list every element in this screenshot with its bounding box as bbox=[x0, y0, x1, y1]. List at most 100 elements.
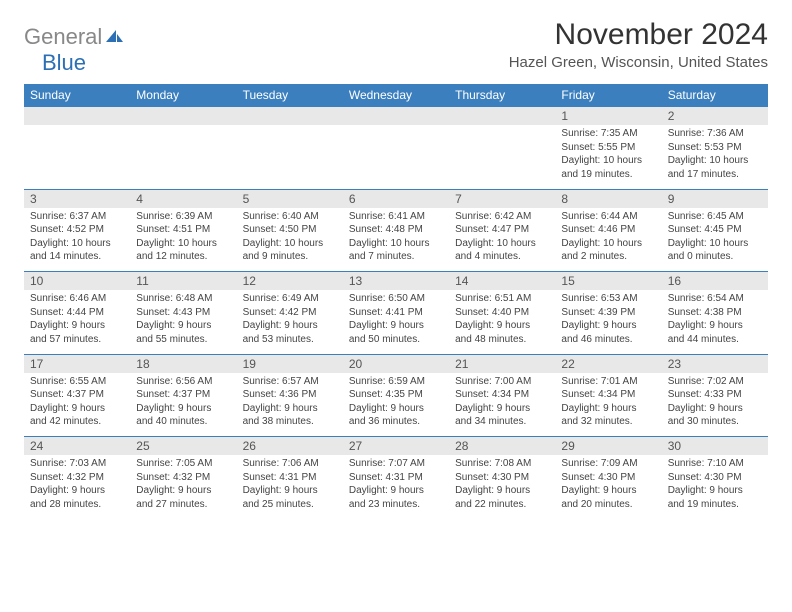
day-info-line: and 20 minutes. bbox=[561, 498, 655, 512]
day-header-row: Sunday Monday Tuesday Wednesday Thursday… bbox=[24, 84, 768, 107]
day-info-line: and 38 minutes. bbox=[243, 415, 337, 429]
day-info-line: Daylight: 10 hours bbox=[136, 237, 230, 251]
day-info-line: Sunset: 4:36 PM bbox=[243, 388, 337, 402]
day-info-line: Sunset: 4:50 PM bbox=[243, 223, 337, 237]
day-content-row: Sunrise: 7:03 AMSunset: 4:32 PMDaylight:… bbox=[24, 455, 768, 519]
day-content-cell bbox=[449, 125, 555, 189]
day-info-line: Daylight: 10 hours bbox=[668, 154, 762, 168]
day-number-cell: 24 bbox=[24, 437, 130, 456]
day-info-line: Daylight: 10 hours bbox=[668, 237, 762, 251]
day-number-cell: 20 bbox=[343, 354, 449, 373]
day-info-line: Sunset: 5:53 PM bbox=[668, 141, 762, 155]
day-info-line: and 0 minutes. bbox=[668, 250, 762, 264]
day-info-line: Sunset: 4:37 PM bbox=[136, 388, 230, 402]
day-number-cell: 4 bbox=[130, 189, 236, 208]
day-info-line: Sunset: 4:46 PM bbox=[561, 223, 655, 237]
day-info-line: Sunset: 4:30 PM bbox=[561, 471, 655, 485]
day-info-line: Sunset: 4:31 PM bbox=[243, 471, 337, 485]
day-info-line: and 28 minutes. bbox=[30, 498, 124, 512]
header: General Blue November 2024 Hazel Green, … bbox=[24, 18, 768, 76]
day-info-line: Sunrise: 7:10 AM bbox=[668, 457, 762, 471]
day-content-cell: Sunrise: 6:45 AMSunset: 4:45 PMDaylight:… bbox=[662, 208, 768, 272]
day-info-line: Daylight: 9 hours bbox=[30, 484, 124, 498]
day-number-cell: 16 bbox=[662, 272, 768, 291]
day-info-line: and 9 minutes. bbox=[243, 250, 337, 264]
day-info-line: Daylight: 9 hours bbox=[30, 319, 124, 333]
calendar-table: Sunday Monday Tuesday Wednesday Thursday… bbox=[24, 84, 768, 519]
logo-text: General Blue bbox=[24, 24, 124, 76]
day-info-line: Daylight: 9 hours bbox=[349, 319, 443, 333]
day-header: Saturday bbox=[662, 84, 768, 107]
day-info-line: Sunset: 4:52 PM bbox=[30, 223, 124, 237]
day-number-cell: 18 bbox=[130, 354, 236, 373]
day-info-line: Sunrise: 6:54 AM bbox=[668, 292, 762, 306]
day-content-cell: Sunrise: 6:42 AMSunset: 4:47 PMDaylight:… bbox=[449, 208, 555, 272]
day-content-cell: Sunrise: 7:10 AMSunset: 4:30 PMDaylight:… bbox=[662, 455, 768, 519]
day-content-cell: Sunrise: 7:08 AMSunset: 4:30 PMDaylight:… bbox=[449, 455, 555, 519]
day-info-line: Daylight: 9 hours bbox=[561, 402, 655, 416]
day-info-line: Daylight: 9 hours bbox=[668, 402, 762, 416]
day-info-line: and 25 minutes. bbox=[243, 498, 337, 512]
day-header: Wednesday bbox=[343, 84, 449, 107]
day-number-cell: 13 bbox=[343, 272, 449, 291]
day-info-line: Sunrise: 6:59 AM bbox=[349, 375, 443, 389]
day-number-cell: 8 bbox=[555, 189, 661, 208]
day-content-cell bbox=[130, 125, 236, 189]
day-info-line: Daylight: 9 hours bbox=[136, 319, 230, 333]
day-header: Friday bbox=[555, 84, 661, 107]
day-content-cell: Sunrise: 6:55 AMSunset: 4:37 PMDaylight:… bbox=[24, 373, 130, 437]
day-content-cell: Sunrise: 6:50 AMSunset: 4:41 PMDaylight:… bbox=[343, 290, 449, 354]
day-info-line: and 17 minutes. bbox=[668, 168, 762, 182]
day-content-row: Sunrise: 6:37 AMSunset: 4:52 PMDaylight:… bbox=[24, 208, 768, 272]
day-info-line: Sunrise: 6:57 AM bbox=[243, 375, 337, 389]
day-content-cell: Sunrise: 7:05 AMSunset: 4:32 PMDaylight:… bbox=[130, 455, 236, 519]
day-number-row: 24252627282930 bbox=[24, 437, 768, 456]
day-info-line: and 12 minutes. bbox=[136, 250, 230, 264]
day-number-cell: 10 bbox=[24, 272, 130, 291]
day-header: Sunday bbox=[24, 84, 130, 107]
day-content-cell: Sunrise: 6:59 AMSunset: 4:35 PMDaylight:… bbox=[343, 373, 449, 437]
day-info-line: and 14 minutes. bbox=[30, 250, 124, 264]
day-info-line: Sunrise: 6:55 AM bbox=[30, 375, 124, 389]
day-info-line: Sunrise: 7:03 AM bbox=[30, 457, 124, 471]
day-info-line: Sunrise: 6:40 AM bbox=[243, 210, 337, 224]
day-info-line: Sunset: 4:41 PM bbox=[349, 306, 443, 320]
day-info-line: Sunrise: 6:45 AM bbox=[668, 210, 762, 224]
day-content-cell: Sunrise: 7:07 AMSunset: 4:31 PMDaylight:… bbox=[343, 455, 449, 519]
day-content-cell: Sunrise: 6:49 AMSunset: 4:42 PMDaylight:… bbox=[237, 290, 343, 354]
day-info-line: Sunrise: 7:05 AM bbox=[136, 457, 230, 471]
day-info-line: Sunset: 4:48 PM bbox=[349, 223, 443, 237]
day-info-line: and 55 minutes. bbox=[136, 333, 230, 347]
day-number-cell bbox=[237, 107, 343, 126]
day-info-line: Sunrise: 6:53 AM bbox=[561, 292, 655, 306]
day-content-row: Sunrise: 6:46 AMSunset: 4:44 PMDaylight:… bbox=[24, 290, 768, 354]
day-info-line: and 36 minutes. bbox=[349, 415, 443, 429]
day-info-line: Sunset: 4:37 PM bbox=[30, 388, 124, 402]
day-content-cell: Sunrise: 6:39 AMSunset: 4:51 PMDaylight:… bbox=[130, 208, 236, 272]
day-number-cell bbox=[343, 107, 449, 126]
day-info-line: Sunset: 4:40 PM bbox=[455, 306, 549, 320]
day-info-line: Sunrise: 6:48 AM bbox=[136, 292, 230, 306]
day-info-line: and 34 minutes. bbox=[455, 415, 549, 429]
day-info-line: Sunrise: 6:50 AM bbox=[349, 292, 443, 306]
day-number-cell bbox=[24, 107, 130, 126]
day-info-line: Daylight: 9 hours bbox=[349, 484, 443, 498]
day-info-line: Sunrise: 7:07 AM bbox=[349, 457, 443, 471]
day-content-cell: Sunrise: 6:37 AMSunset: 4:52 PMDaylight:… bbox=[24, 208, 130, 272]
day-number-cell: 9 bbox=[662, 189, 768, 208]
day-info-line: Daylight: 9 hours bbox=[455, 484, 549, 498]
day-number-row: 10111213141516 bbox=[24, 272, 768, 291]
day-content-cell: Sunrise: 6:56 AMSunset: 4:37 PMDaylight:… bbox=[130, 373, 236, 437]
day-info-line: Daylight: 9 hours bbox=[561, 484, 655, 498]
day-info-line: and 7 minutes. bbox=[349, 250, 443, 264]
month-title: November 2024 bbox=[509, 18, 768, 52]
day-number-cell: 30 bbox=[662, 437, 768, 456]
day-info-line: Sunset: 4:33 PM bbox=[668, 388, 762, 402]
day-info-line: and 53 minutes. bbox=[243, 333, 337, 347]
day-info-line: Sunrise: 7:01 AM bbox=[561, 375, 655, 389]
day-number-cell: 14 bbox=[449, 272, 555, 291]
day-info-line: Sunset: 4:35 PM bbox=[349, 388, 443, 402]
day-info-line: Sunset: 4:34 PM bbox=[561, 388, 655, 402]
day-info-line: Sunrise: 6:44 AM bbox=[561, 210, 655, 224]
day-number-cell: 29 bbox=[555, 437, 661, 456]
